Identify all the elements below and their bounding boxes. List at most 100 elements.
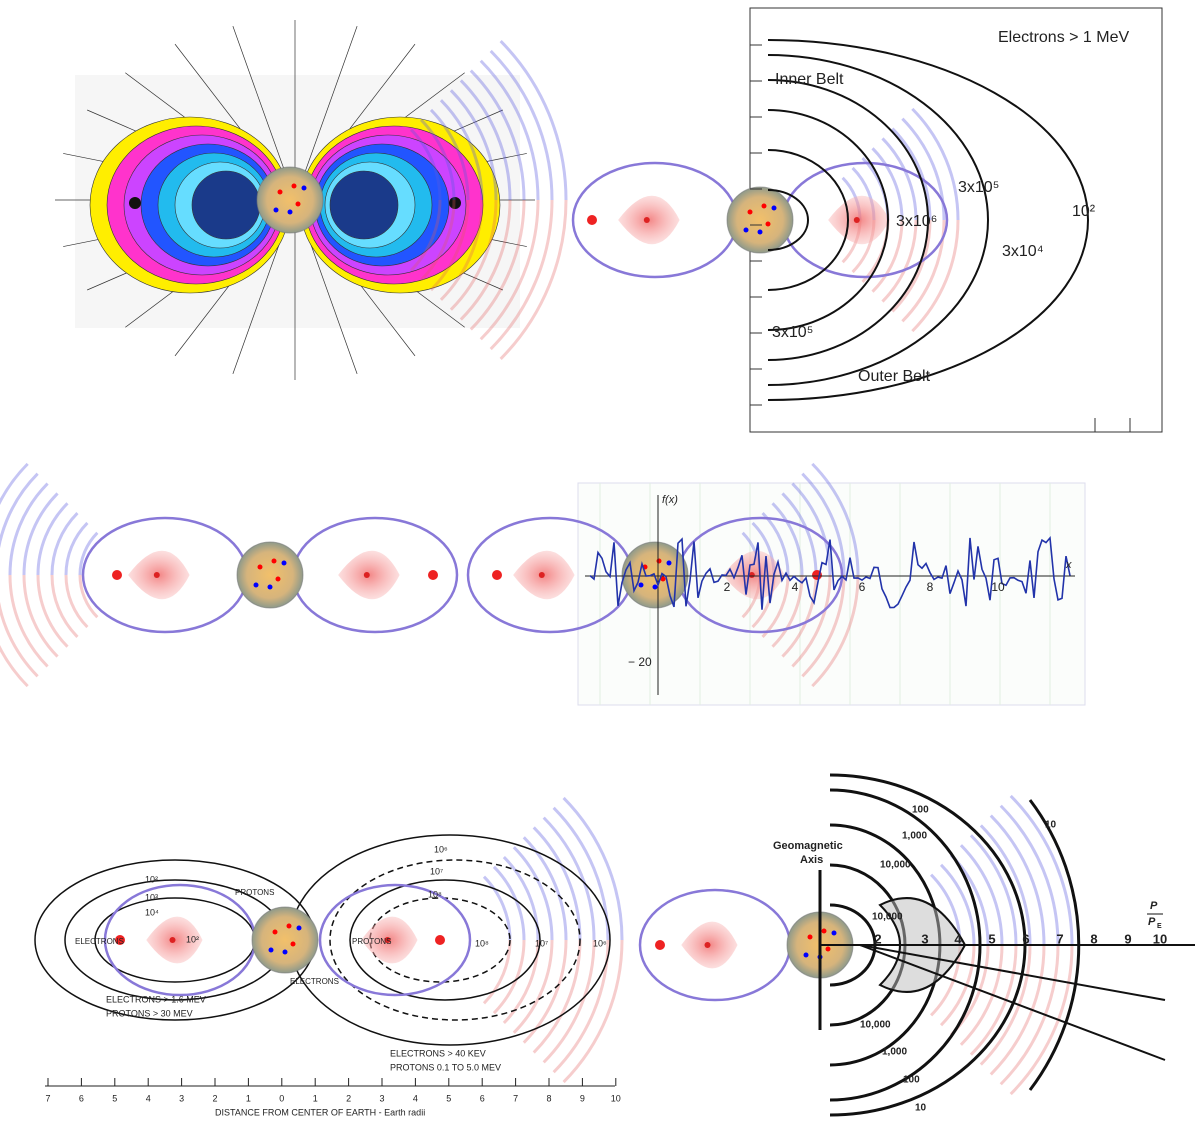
label: 10⁷ xyxy=(430,866,443,876)
label: 2 xyxy=(724,580,731,594)
earth-dot xyxy=(301,185,307,191)
fan-arc xyxy=(801,574,846,678)
flux-contour xyxy=(767,39,1089,401)
earth-dot xyxy=(295,201,301,207)
earth-dot xyxy=(660,576,666,582)
fan-arc xyxy=(36,502,69,576)
fan-arc xyxy=(499,199,568,360)
label: 6 xyxy=(859,580,866,594)
earth-dot xyxy=(281,560,287,566)
earth-dot xyxy=(825,946,831,952)
curve xyxy=(589,535,1071,610)
fan-arc xyxy=(781,492,818,576)
fan-arc xyxy=(78,574,99,619)
belt-dot xyxy=(655,940,665,950)
label: PROTONS > 30 MEV xyxy=(106,1008,193,1018)
label: 1 xyxy=(246,1093,251,1103)
label: 6 xyxy=(1022,931,1029,946)
belt-dot xyxy=(384,937,391,943)
flux-contour xyxy=(767,54,989,386)
fan-arc xyxy=(781,574,818,658)
label: 7 xyxy=(513,1093,518,1103)
fan-arc xyxy=(871,219,904,293)
belt-dot xyxy=(643,217,650,223)
label: 10 xyxy=(991,580,1005,594)
label: 10² xyxy=(1072,203,1096,220)
fan-arc xyxy=(891,219,932,313)
belt-ring xyxy=(191,170,261,240)
flux-contour xyxy=(349,879,541,1001)
belt-dot xyxy=(704,942,711,948)
fan-arc xyxy=(479,59,540,201)
earth-dot xyxy=(666,560,672,566)
fan-arc xyxy=(871,147,904,221)
fan-arc xyxy=(489,199,554,351)
label: 100 xyxy=(903,1075,920,1086)
label: DISTANCE FROM CENTER OF EARTH - Earth ra… xyxy=(215,1107,425,1117)
belt-core xyxy=(129,197,141,209)
fan-arc xyxy=(8,482,49,576)
earth-dot xyxy=(747,209,753,215)
belt-ring xyxy=(329,170,399,240)
belt-dot xyxy=(435,935,445,945)
earth-dot xyxy=(771,205,777,211)
flux-contour xyxy=(767,149,849,291)
label: 10 xyxy=(915,1103,927,1114)
earth xyxy=(236,541,304,609)
label: P xyxy=(1148,916,1156,928)
belt-dot xyxy=(363,572,370,578)
fan-arc xyxy=(410,199,442,272)
label: 10² xyxy=(186,934,199,944)
label: f(x) xyxy=(662,494,678,506)
fan-arc xyxy=(989,944,1046,1076)
earth-dot xyxy=(761,203,767,209)
flux-contour xyxy=(329,859,581,1021)
label: 8 xyxy=(1090,931,1097,946)
fan-arc xyxy=(562,796,624,941)
belt-dot xyxy=(115,935,125,945)
fan-arc xyxy=(439,199,484,301)
fan-arc xyxy=(64,521,89,576)
earth-dot xyxy=(757,229,763,235)
label: 10⁶ xyxy=(434,844,448,854)
label: 3x10⁴ xyxy=(1002,243,1044,260)
label: ELECTRONS > 40 KEV xyxy=(390,1048,486,1058)
belt-dot xyxy=(587,215,597,225)
label: 5 xyxy=(988,931,995,946)
label: 10 xyxy=(611,1093,621,1103)
label: 1,000 xyxy=(882,1047,907,1058)
fan-arc xyxy=(891,127,932,221)
fan-arc xyxy=(979,824,1032,946)
belt-dot xyxy=(538,572,545,578)
fan-arc xyxy=(791,574,832,668)
label: ELECTRONS xyxy=(290,977,339,986)
fan-arc xyxy=(429,108,470,201)
fan-arc xyxy=(771,502,804,576)
fan-arc xyxy=(459,199,512,321)
fan-arc xyxy=(64,574,89,629)
fan-arc xyxy=(901,117,946,221)
fan-arc xyxy=(469,199,526,331)
label: − 20 xyxy=(628,655,652,669)
belt-core xyxy=(449,197,461,209)
label: 10⁸ xyxy=(428,889,442,899)
fan-arc xyxy=(512,939,554,1034)
label: 4 xyxy=(792,580,799,594)
fan-arc xyxy=(939,944,976,1027)
trajectory xyxy=(859,944,1166,1001)
fan-arc xyxy=(449,89,498,201)
label: 10,000 xyxy=(872,912,903,923)
earth-dot xyxy=(268,947,274,953)
earth-dot xyxy=(271,558,277,564)
label: 3x10⁵ xyxy=(772,324,813,341)
fan-arc xyxy=(542,816,596,941)
fan-arc xyxy=(50,512,79,576)
label: ELECTRONS xyxy=(75,937,124,946)
label: 3x10⁶ xyxy=(896,213,937,230)
fan-arc xyxy=(36,574,69,648)
fan-arc xyxy=(0,601,39,678)
fan-arc xyxy=(419,118,456,201)
earth-dot xyxy=(638,582,644,588)
fan-arc xyxy=(502,855,540,941)
fan-arc xyxy=(542,939,596,1064)
